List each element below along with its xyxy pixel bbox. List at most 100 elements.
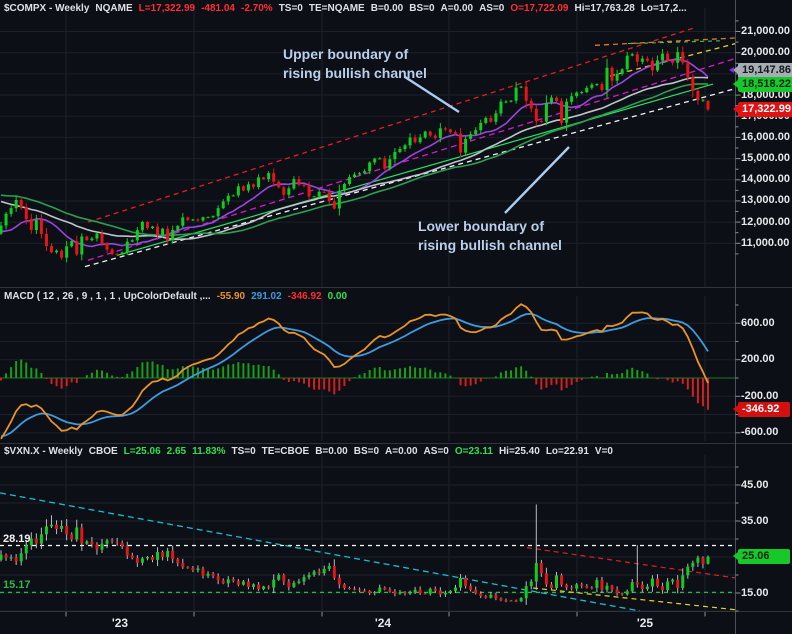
candle-body [161, 228, 165, 235]
header-segment: -2.70% [241, 3, 273, 14]
candle-body [645, 586, 649, 589]
candle-body [272, 579, 276, 588]
candle-body [403, 592, 407, 594]
ma-silver [0, 76, 709, 241]
candle-body [317, 191, 321, 197]
candle-body [231, 195, 235, 197]
header-segment: B=0.00 [315, 446, 348, 457]
candle-body [171, 229, 175, 241]
candle-body [246, 184, 250, 191]
downtrend-cyan-dashed[interactable] [0, 492, 641, 611]
header-segment: 2.65 [166, 446, 187, 457]
candle-body [423, 593, 427, 595]
alert-label-28.19[interactable]: 28.19 [3, 532, 31, 545]
candle-body [408, 137, 412, 146]
candle-body [534, 108, 538, 121]
candle-body [14, 200, 18, 209]
candle-body [595, 580, 599, 588]
candle-body [9, 557, 13, 559]
candle-body [342, 184, 346, 191]
candle-body [4, 213, 8, 226]
candle-body [691, 562, 695, 567]
candle-body [489, 117, 493, 122]
candle-body [216, 576, 220, 581]
channel-mid-magenta[interactable] [87, 57, 737, 261]
candle-body [19, 200, 23, 208]
candle-body [696, 557, 700, 563]
badge-value: 25.06 [742, 550, 770, 563]
candle-body [4, 554, 8, 558]
x-axis-year-label: '25 [636, 616, 654, 630]
candle-body [438, 128, 442, 138]
annotation-arrow[interactable] [504, 146, 570, 214]
candle-body [252, 184, 255, 187]
candle-body [39, 219, 43, 234]
candle-body [615, 73, 619, 81]
candle-body [565, 584, 569, 588]
price-panel-plot [0, 8, 737, 287]
candle-body [428, 588, 432, 594]
annotation-lower-boundary[interactable]: Lower boundary of rising bullish channel [418, 217, 562, 255]
candle-body [317, 571, 321, 574]
candle-body [448, 129, 452, 133]
channel-upper-red[interactable] [87, 27, 694, 223]
candle-body [676, 579, 680, 588]
candle-body [600, 84, 604, 90]
candle-body [464, 577, 468, 587]
candle-body [630, 54, 634, 56]
candle-body [29, 538, 33, 546]
y-axis-label: 15,000.00 [741, 152, 790, 165]
badge-value: 17,322.99 [742, 102, 791, 115]
candle-body [358, 589, 362, 591]
annotation-upper-boundary[interactable]: Upper boundary of rising bullish channel [283, 45, 427, 83]
candle-body [166, 228, 170, 241]
candle-body [252, 584, 255, 587]
candle-body [297, 581, 301, 583]
candle-body [575, 584, 579, 589]
candle-body [393, 591, 397, 594]
candle-body [656, 60, 659, 71]
header-segment: -481.04 [201, 3, 235, 14]
header-segment: AS=0 [479, 3, 505, 14]
candle-body [44, 233, 48, 247]
candle-body [549, 97, 553, 103]
candle-body [544, 102, 548, 122]
candle-body [9, 208, 13, 214]
resistance-orange-dashed[interactable] [594, 37, 737, 46]
candle-body [337, 577, 341, 585]
candle-body [433, 135, 437, 138]
candle-body [443, 592, 447, 595]
header-segment: 291.02 [251, 291, 282, 302]
alert-label-15.17[interactable]: 15.17 [3, 579, 31, 592]
candle-body [115, 541, 119, 543]
candle-body [620, 593, 624, 595]
header-segment: BS=0 [409, 3, 435, 14]
candle-body [418, 589, 422, 594]
candle-body [85, 541, 89, 544]
header-segment: A=0.00 [440, 3, 474, 14]
candle-body [656, 578, 659, 587]
candle-body [216, 208, 220, 217]
candle-body [120, 542, 124, 547]
annotation-line: rising bullish channel [283, 65, 427, 81]
x-axis-year-label: '24 [374, 616, 392, 630]
candle-body [151, 557, 154, 560]
candle-body [418, 137, 422, 143]
candle-body [95, 544, 99, 550]
header-segment: Lo=22.91 [545, 446, 589, 457]
candle-body [686, 566, 690, 576]
candle-body [135, 230, 139, 241]
candle-body [474, 130, 478, 135]
candle-body [469, 134, 473, 139]
downtrend-yellow-dashed[interactable] [532, 587, 737, 611]
ma-marker [729, 67, 734, 74]
candle-body [241, 186, 245, 191]
candle-body [307, 186, 311, 197]
candle-body [140, 222, 144, 231]
annotation-arrow[interactable] [404, 75, 460, 114]
candle-body [156, 552, 160, 560]
support-green-line[interactable] [116, 83, 714, 256]
candle-body [342, 584, 346, 588]
candle-body [186, 567, 190, 569]
